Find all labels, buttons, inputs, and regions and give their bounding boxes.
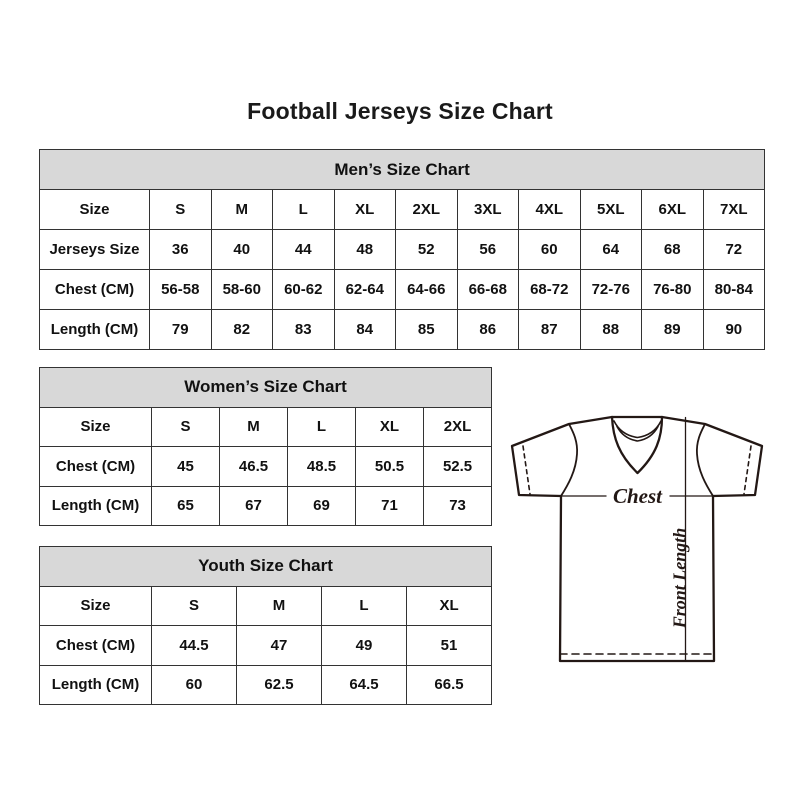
- svg-text:Chest: Chest: [613, 484, 663, 508]
- svg-text:Front Length: Front Length: [670, 528, 690, 630]
